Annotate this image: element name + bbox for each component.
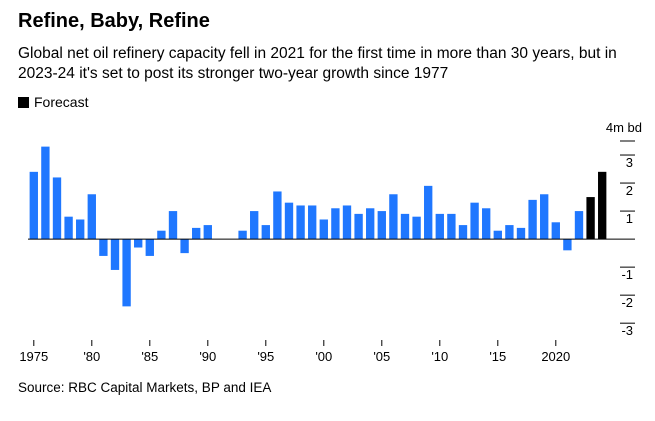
x-axis-tick-label: '15 (489, 349, 506, 364)
legend-forecast-label: Forecast (34, 94, 89, 110)
actual-bar (574, 211, 584, 240)
actual-bar (516, 227, 526, 240)
actual-bar (493, 230, 502, 240)
actual-bar (319, 219, 328, 240)
actual-bar (458, 225, 468, 240)
actual-bar (250, 211, 259, 240)
actual-bar (424, 185, 433, 240)
actual-bar (389, 194, 398, 240)
actual-bar (528, 199, 537, 240)
x-axis-tick-label: '00 (315, 349, 332, 364)
actual-bar (470, 202, 479, 240)
x-axis-tick-label: '90 (199, 349, 216, 364)
actual-bar (505, 225, 514, 240)
actual-bar (76, 219, 85, 240)
actual-bar (87, 194, 96, 240)
actual-bar (145, 239, 154, 256)
actual-bar (134, 239, 143, 248)
actual-bar (99, 239, 108, 256)
actual-bar (41, 146, 50, 240)
actual-bar (482, 208, 491, 240)
actual-bar (261, 225, 270, 240)
actual-bar (180, 239, 189, 254)
actual-bar (157, 230, 166, 240)
y-axis-tick-label: 3 (626, 155, 633, 170)
y-axis-tick-label: -1 (621, 267, 633, 282)
y-axis-tick-label: 2 (626, 183, 633, 198)
actual-bar (203, 225, 212, 240)
source-note: Source: RBC Capital Markets, BP and IEA (18, 380, 272, 395)
actual-bar (64, 216, 73, 240)
x-axis-tick-label: 2020 (541, 349, 570, 364)
actual-bar (354, 213, 363, 240)
actual-bar (110, 239, 120, 270)
actual-bar (296, 205, 305, 240)
actual-bar (412, 216, 421, 240)
actual-bar (551, 222, 560, 240)
y-axis-tick-label: -2 (621, 295, 633, 310)
chart-subtitle: Global net oil refinery capacity fell in… (18, 45, 617, 82)
actual-bar (563, 239, 572, 251)
actual-bar (435, 213, 444, 240)
actual-bar (273, 191, 282, 240)
forecast-bar (586, 197, 595, 240)
x-axis-tick-label: '95 (257, 349, 274, 364)
actual-bar (308, 205, 317, 240)
actual-bar (366, 208, 375, 240)
actual-bar (168, 211, 178, 240)
actual-bar (29, 171, 38, 240)
x-axis-tick-label: '10 (431, 349, 448, 364)
actual-bar (400, 213, 410, 240)
x-axis-tick-label: '80 (83, 349, 100, 364)
actual-bar (331, 208, 340, 240)
legend: Forecast (18, 94, 88, 110)
actual-bar (192, 227, 201, 240)
chart-title: Refine, Baby, Refine (18, 10, 210, 32)
y-axis-unit-label: 4m bd (606, 120, 642, 135)
actual-bar (342, 205, 352, 240)
actual-bar (122, 239, 131, 307)
y-axis-tick-label: 1 (626, 211, 633, 226)
actual-bar (447, 213, 456, 240)
actual-bar (238, 230, 247, 240)
actual-bar (284, 202, 294, 240)
actual-bar (52, 177, 62, 240)
actual-bar (540, 194, 549, 240)
forecast-bar (598, 171, 607, 240)
x-axis-tick-label: '85 (141, 349, 158, 364)
y-axis-tick-label: -3 (621, 323, 633, 338)
x-axis-tick-label: 1975 (19, 349, 48, 364)
actual-bar (377, 211, 386, 240)
legend-forecast-swatch (18, 96, 29, 108)
x-axis-tick-label: '05 (373, 349, 390, 364)
